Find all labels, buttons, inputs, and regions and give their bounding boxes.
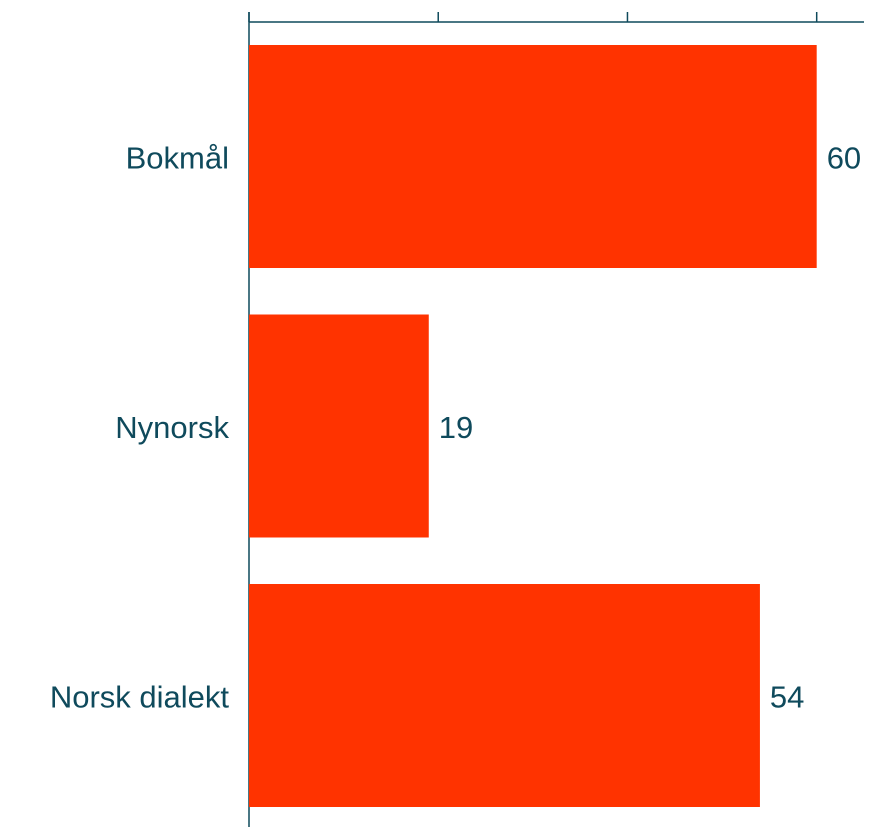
y-tick-label: Bokmål (126, 141, 229, 176)
y-tick-label: Norsk dialekt (50, 680, 230, 715)
y-tick-label: Nynorsk (115, 410, 229, 445)
bar (249, 584, 760, 807)
value-label: 54 (770, 680, 804, 715)
bar (249, 45, 817, 268)
bar (249, 314, 429, 538)
value-label: 19 (439, 410, 473, 445)
value-label: 60 (827, 141, 861, 176)
